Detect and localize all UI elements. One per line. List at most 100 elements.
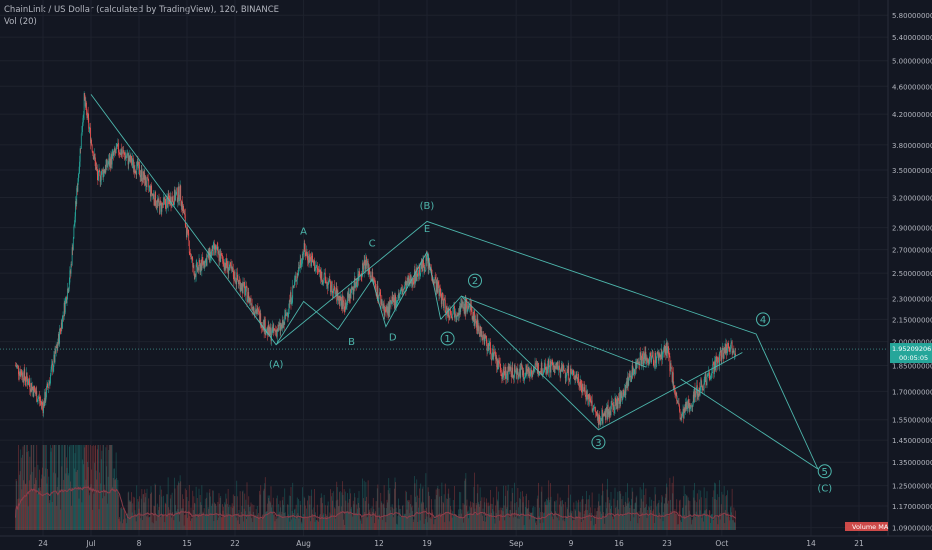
candle-body bbox=[114, 148, 116, 153]
candle-body bbox=[610, 410, 611, 416]
candle-body bbox=[531, 374, 533, 377]
volume-bar bbox=[644, 507, 646, 530]
volume-bar bbox=[310, 521, 311, 530]
candle-body bbox=[44, 392, 46, 407]
volume-bar bbox=[103, 445, 104, 530]
volume-bar bbox=[24, 445, 26, 530]
candle-body bbox=[487, 349, 488, 351]
volume-bar bbox=[25, 483, 27, 530]
candle-body bbox=[98, 170, 99, 181]
volume-bar bbox=[294, 508, 296, 530]
elliott-wave-lines[interactable] bbox=[90, 94, 819, 470]
candle-body bbox=[97, 174, 99, 181]
volume-bar bbox=[152, 513, 154, 530]
candle-body bbox=[376, 285, 378, 297]
candle-body bbox=[126, 155, 128, 158]
candle-body bbox=[186, 227, 187, 238]
candle-body bbox=[128, 155, 130, 165]
volume-bar bbox=[650, 509, 651, 530]
candle-body bbox=[294, 281, 295, 286]
volume-bar bbox=[335, 518, 336, 530]
candle-body bbox=[681, 416, 683, 419]
volume-bar bbox=[569, 512, 571, 530]
candle-body bbox=[695, 393, 697, 397]
volume-bar bbox=[722, 494, 724, 530]
volume-bar bbox=[384, 514, 386, 530]
candle-body bbox=[256, 308, 258, 313]
volume-bar bbox=[340, 511, 342, 530]
candle-body bbox=[287, 312, 289, 317]
candle-body bbox=[270, 327, 271, 336]
price-axis[interactable]: 5.800000005.400000005.000000004.60000000… bbox=[887, 0, 932, 550]
volume-bar bbox=[530, 513, 531, 530]
volume-bar bbox=[161, 496, 163, 530]
volume-bar bbox=[238, 509, 240, 530]
volume-bar bbox=[142, 520, 143, 530]
volume-bar bbox=[279, 500, 281, 530]
candle-body bbox=[293, 285, 295, 288]
price-tick-label: 5.40000000 bbox=[892, 34, 932, 42]
volume-bar bbox=[697, 514, 699, 530]
volume-bar bbox=[724, 509, 726, 530]
candle-body bbox=[552, 363, 554, 365]
candle-body bbox=[60, 330, 62, 332]
candle-body bbox=[468, 304, 470, 309]
candle-body bbox=[180, 185, 182, 202]
volume-bar bbox=[32, 445, 34, 530]
volume-bar bbox=[682, 507, 684, 530]
volume-bar bbox=[227, 503, 228, 530]
candle-body bbox=[632, 365, 634, 376]
wave-label: 3 bbox=[595, 438, 601, 449]
candle-body bbox=[115, 148, 117, 154]
candle-body bbox=[506, 371, 508, 375]
candle-body bbox=[615, 397, 616, 403]
volume-bar bbox=[20, 457, 22, 530]
wave-label: D bbox=[389, 333, 397, 344]
candle-body bbox=[204, 259, 206, 267]
candle-body bbox=[26, 372, 28, 379]
candle-body bbox=[412, 282, 414, 286]
candle-body bbox=[435, 277, 436, 280]
volume-bar bbox=[252, 522, 254, 530]
candle-body bbox=[99, 172, 101, 182]
candle-body bbox=[258, 310, 260, 312]
volume-bar bbox=[730, 506, 732, 530]
symbol-title[interactable]: ChainLink / US Dollar (calculated by Tra… bbox=[4, 5, 280, 15]
candle-body bbox=[486, 343, 488, 351]
candle-body bbox=[71, 247, 73, 265]
candle-body bbox=[150, 186, 151, 197]
candle-body bbox=[522, 370, 524, 376]
volume-bar bbox=[670, 499, 671, 530]
candle-body bbox=[152, 194, 154, 196]
candle-body bbox=[488, 343, 490, 350]
volume-bar bbox=[591, 512, 592, 530]
volume-bar bbox=[604, 513, 606, 530]
volume-indicator-label[interactable]: Vol (20) bbox=[4, 17, 37, 27]
candle-body bbox=[421, 260, 423, 269]
candle-body bbox=[503, 366, 505, 374]
volume-bar bbox=[167, 477, 169, 530]
candle-body bbox=[588, 394, 590, 405]
candle-body bbox=[374, 279, 376, 284]
candle-body bbox=[255, 309, 257, 314]
time-axis[interactable]: 24 Jul 8 15 22 Aug 12 19 Sep 9 16 23 Oct 14 21 bbox=[0, 535, 932, 550]
candle-body bbox=[214, 243, 215, 250]
candle-body bbox=[425, 255, 427, 271]
volume-bar bbox=[618, 509, 619, 530]
volume-bar bbox=[365, 482, 367, 530]
volume-bar bbox=[419, 488, 420, 530]
price-tick-label: 1.45000000 bbox=[892, 437, 932, 445]
volume-bar bbox=[443, 503, 444, 530]
candle-body bbox=[19, 371, 21, 377]
volume-bar bbox=[259, 494, 261, 530]
volume-bar bbox=[124, 507, 126, 530]
candle-body bbox=[389, 302, 391, 313]
candle-body bbox=[228, 270, 230, 274]
candle-body bbox=[456, 314, 458, 316]
volume-bar bbox=[113, 468, 115, 530]
candle-body bbox=[246, 286, 248, 302]
volume-bar bbox=[300, 504, 302, 530]
candle-body bbox=[87, 112, 88, 119]
volume-bar bbox=[380, 501, 382, 530]
